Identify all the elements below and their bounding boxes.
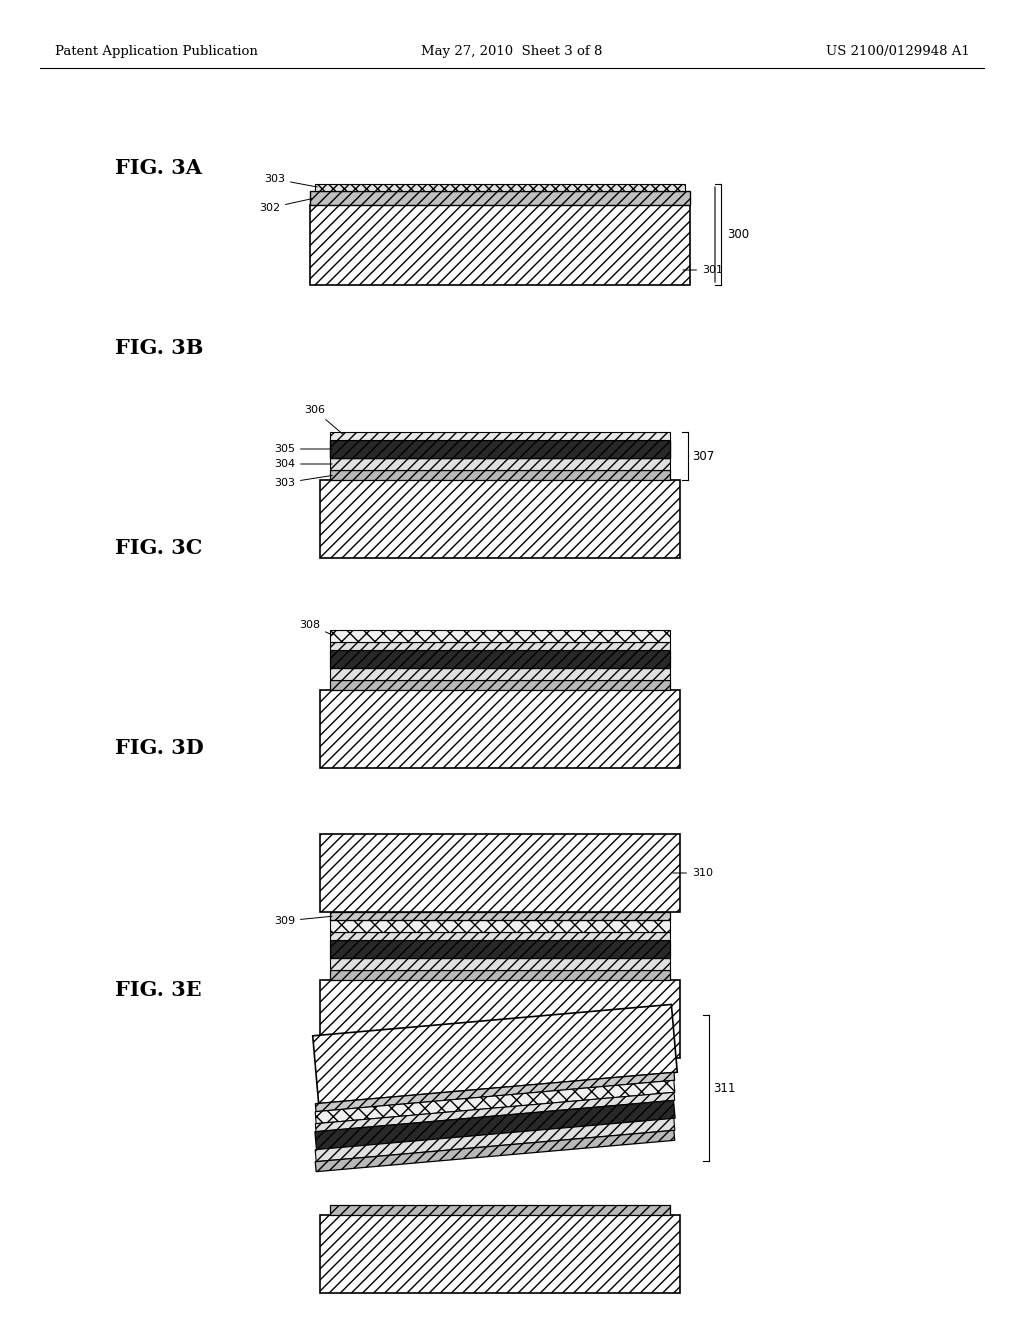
Bar — [330, 1205, 670, 1214]
Text: 310: 310 — [673, 869, 713, 878]
Bar — [310, 205, 690, 285]
Bar — [319, 690, 680, 768]
Text: FIG. 3E: FIG. 3E — [115, 979, 202, 1001]
Bar — [330, 680, 670, 690]
Bar — [310, 191, 690, 205]
Bar — [315, 183, 685, 191]
Bar — [312, 1005, 677, 1104]
Bar — [330, 432, 670, 440]
Bar — [319, 1214, 680, 1294]
Text: May 27, 2010  Sheet 3 of 8: May 27, 2010 Sheet 3 of 8 — [421, 45, 603, 58]
Bar — [330, 932, 670, 940]
Text: 303: 303 — [274, 475, 332, 488]
Bar — [319, 979, 680, 1059]
Text: 309: 309 — [273, 916, 332, 927]
Bar — [330, 440, 670, 458]
Bar — [315, 1072, 675, 1111]
Bar — [319, 834, 680, 912]
Text: 306: 306 — [304, 405, 343, 434]
Bar — [330, 912, 670, 920]
Bar — [315, 1080, 675, 1123]
Bar — [330, 642, 670, 649]
Bar — [330, 649, 670, 668]
Text: 301: 301 — [683, 265, 723, 275]
Bar — [315, 1130, 675, 1172]
Bar — [330, 970, 670, 979]
Text: 311: 311 — [713, 1081, 735, 1094]
Text: 303: 303 — [264, 174, 317, 187]
Bar — [315, 1093, 675, 1131]
Text: 305: 305 — [274, 444, 332, 454]
Bar — [330, 458, 670, 470]
Bar — [319, 480, 680, 558]
Text: FIG. 3D: FIG. 3D — [115, 738, 204, 758]
Bar — [330, 668, 670, 680]
Bar — [315, 1101, 675, 1150]
Text: 304: 304 — [273, 459, 332, 469]
Text: 308: 308 — [299, 620, 333, 635]
Text: 302: 302 — [259, 198, 312, 213]
Bar — [330, 958, 670, 970]
Bar — [315, 1118, 675, 1162]
Text: FIG. 3B: FIG. 3B — [115, 338, 204, 358]
Bar — [330, 470, 670, 480]
Text: 307: 307 — [692, 450, 715, 462]
Text: 300: 300 — [727, 228, 750, 242]
Text: US 2100/0129948 A1: US 2100/0129948 A1 — [826, 45, 970, 58]
Text: FIG. 3A: FIG. 3A — [115, 158, 202, 178]
Bar — [330, 940, 670, 958]
Bar — [330, 920, 670, 932]
Text: FIG. 3C: FIG. 3C — [115, 539, 203, 558]
Bar — [330, 440, 670, 458]
Bar — [330, 630, 670, 642]
Text: Patent Application Publication: Patent Application Publication — [55, 45, 258, 58]
